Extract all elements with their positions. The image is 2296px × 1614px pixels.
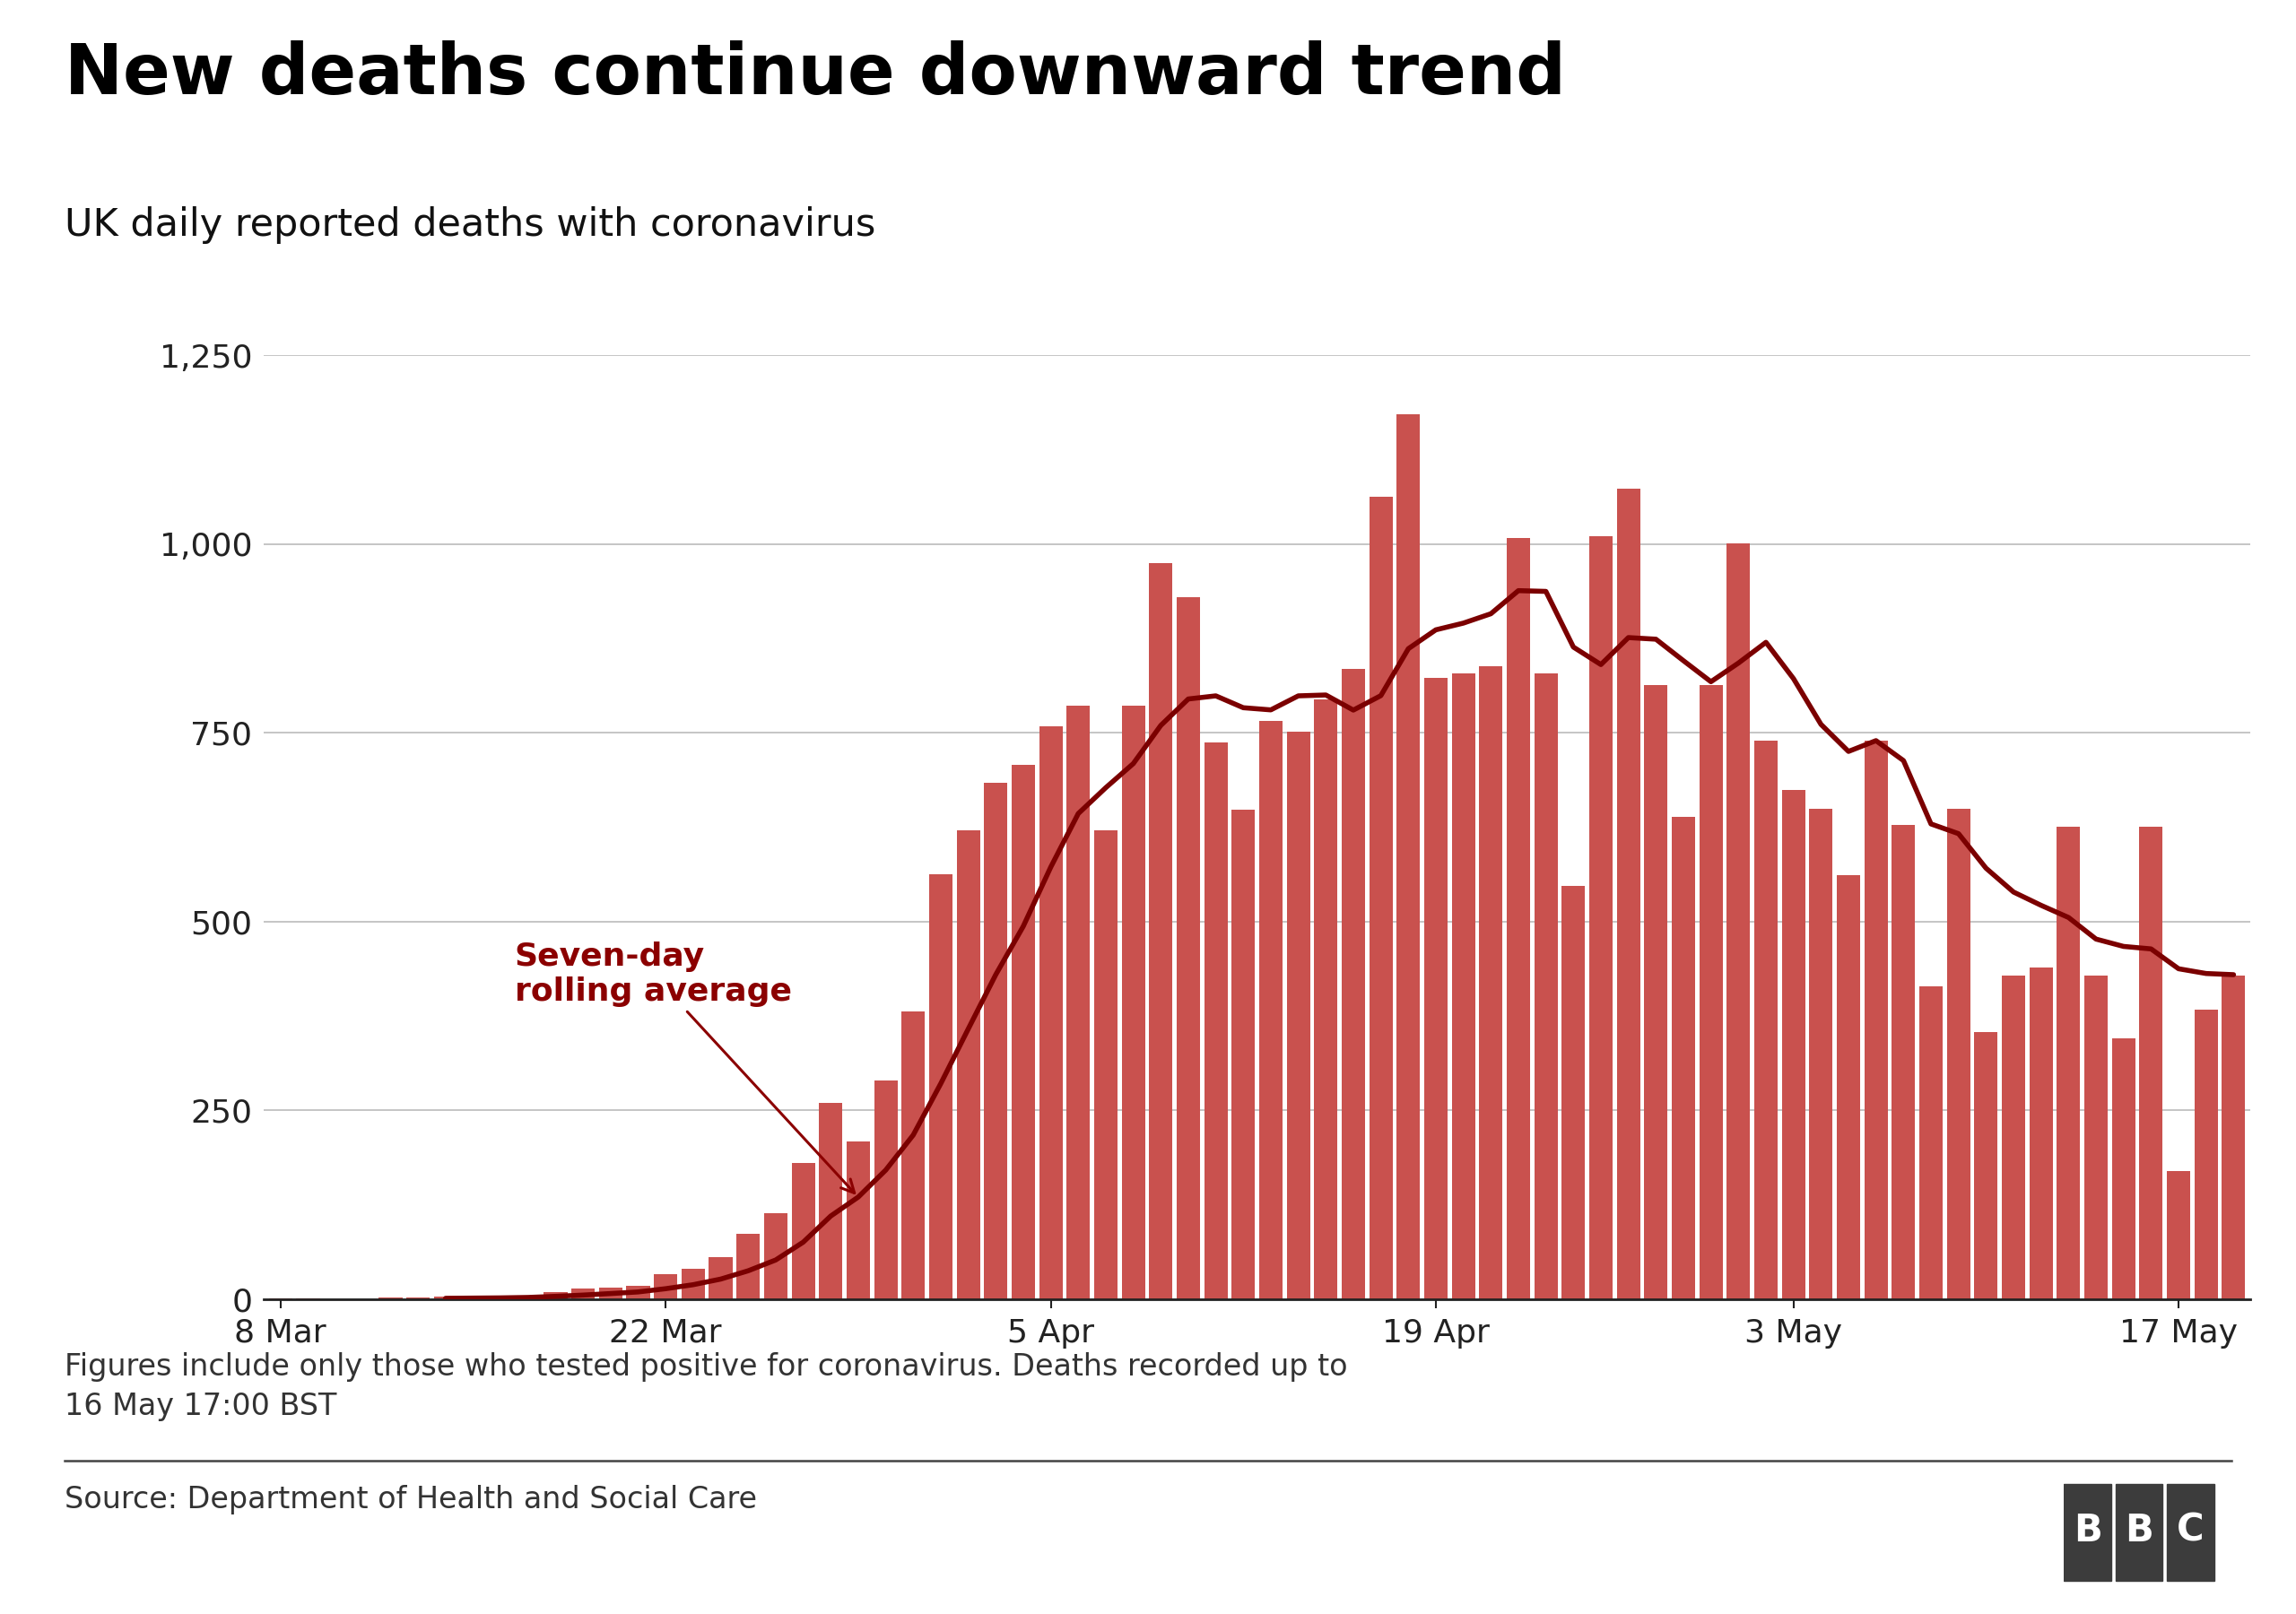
Bar [599, 1288, 622, 1299]
Bar [1095, 830, 1118, 1299]
Bar [2223, 976, 2245, 1299]
Bar [1506, 537, 1529, 1299]
Bar [1864, 741, 1887, 1299]
Bar [1919, 986, 1942, 1299]
Bar [1671, 817, 1694, 1299]
Bar [2195, 1009, 2218, 1299]
Text: UK daily reported deaths with coronavirus: UK daily reported deaths with coronaviru… [64, 207, 875, 244]
Text: B: B [2073, 1512, 2103, 1549]
Text: New deaths continue downward trend: New deaths continue downward trend [64, 40, 1566, 108]
Bar [792, 1162, 815, 1299]
Bar [1644, 686, 1667, 1299]
Bar [847, 1141, 870, 1299]
Bar [517, 1296, 540, 1299]
Bar [2057, 826, 2080, 1299]
Text: Seven-day
rolling average: Seven-day rolling average [514, 941, 854, 1193]
Bar [765, 1214, 788, 1299]
FancyBboxPatch shape [2115, 1485, 2163, 1580]
Bar [1809, 809, 1832, 1299]
Bar [1479, 667, 1502, 1299]
Bar [709, 1257, 732, 1299]
Bar [1176, 597, 1201, 1299]
Bar [1148, 563, 1173, 1299]
Bar [1699, 686, 1722, 1299]
Bar [461, 1298, 484, 1299]
Bar [434, 1298, 457, 1299]
Bar [544, 1291, 567, 1299]
Bar [2112, 1038, 2135, 1299]
Bar [1892, 825, 1915, 1299]
Bar [1258, 721, 1283, 1299]
Bar [902, 1012, 925, 1299]
Bar [1341, 668, 1366, 1299]
FancyBboxPatch shape [2064, 1485, 2112, 1580]
Bar [1589, 536, 1612, 1299]
Bar [820, 1102, 843, 1299]
Bar [1561, 886, 1584, 1299]
Bar [2167, 1170, 2190, 1299]
Bar [930, 875, 953, 1299]
FancyBboxPatch shape [2167, 1485, 2213, 1580]
Bar [2085, 976, 2108, 1299]
Bar [627, 1286, 650, 1299]
Bar [572, 1288, 595, 1299]
Bar [2140, 826, 2163, 1299]
Bar [1837, 875, 1860, 1299]
Bar [489, 1298, 512, 1299]
Bar [1120, 705, 1146, 1299]
Bar [682, 1269, 705, 1299]
Bar [2002, 976, 2025, 1299]
Bar [2030, 968, 2053, 1299]
Bar [1975, 1031, 1998, 1299]
Bar [875, 1080, 898, 1299]
Bar [985, 783, 1008, 1299]
Bar [1313, 699, 1339, 1299]
Bar [1727, 544, 1750, 1299]
Bar [1203, 742, 1228, 1299]
Bar [957, 830, 980, 1299]
Text: Source: Department of Health and Social Care: Source: Department of Health and Social … [64, 1485, 758, 1514]
Bar [1040, 726, 1063, 1299]
Bar [1231, 810, 1256, 1299]
Bar [654, 1275, 677, 1299]
Bar [1616, 489, 1639, 1299]
Bar [1396, 415, 1419, 1299]
Text: C: C [2177, 1512, 2204, 1549]
Bar [1451, 673, 1474, 1299]
Bar [1286, 733, 1311, 1299]
Bar [1368, 497, 1394, 1299]
Bar [1947, 809, 1970, 1299]
Text: Figures include only those who tested positive for coronavirus. Deaths recorded : Figures include only those who tested po… [64, 1353, 1348, 1420]
Bar [1754, 741, 1777, 1299]
Bar [1782, 791, 1805, 1299]
Bar [1013, 765, 1035, 1299]
Bar [1534, 673, 1557, 1299]
Bar [1068, 705, 1091, 1299]
Text: B: B [2124, 1512, 2154, 1549]
Bar [737, 1233, 760, 1299]
Bar [1424, 678, 1446, 1299]
